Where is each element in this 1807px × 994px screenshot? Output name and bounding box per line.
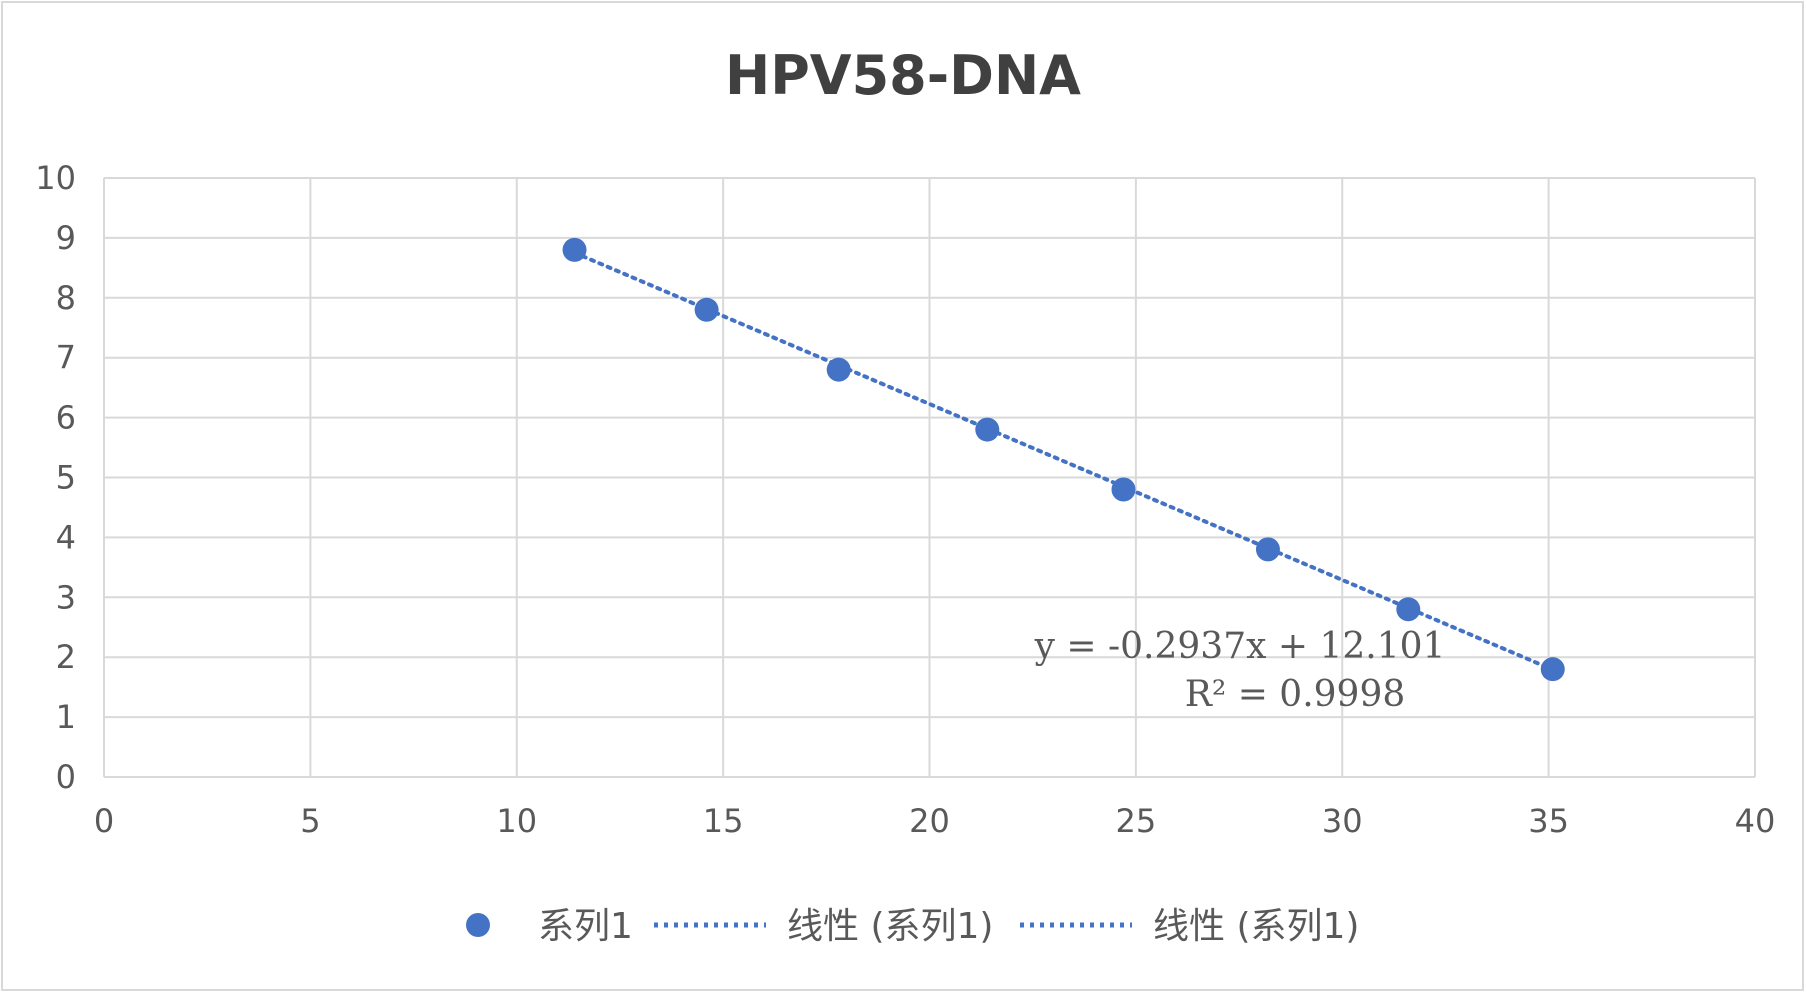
- y-tick-label: 10: [35, 159, 76, 197]
- chart-title: HPV58-DNA: [725, 44, 1081, 107]
- y-tick-label: 5: [56, 459, 76, 497]
- data-point: [1396, 597, 1421, 622]
- legend: 系列1 线性 (系列1) 线性 (系列1): [466, 906, 1359, 947]
- legend-label-trend1: 线性 (系列1): [787, 906, 993, 947]
- data-point: [1540, 657, 1565, 682]
- y-tick-label: 4: [56, 518, 76, 556]
- x-tick-label: 30: [1322, 802, 1363, 840]
- y-tick-label: 7: [56, 339, 76, 377]
- y-tick-label: 3: [56, 578, 76, 616]
- data-point: [1255, 537, 1280, 562]
- data-point: [562, 237, 587, 262]
- x-tick-label: 40: [1735, 802, 1776, 840]
- y-tick-label: 1: [56, 698, 76, 736]
- x-tick-label: 10: [496, 802, 537, 840]
- x-tick-label: 25: [1116, 802, 1157, 840]
- x-axis-ticks: 0 5 10 15 20 25 30 35 40: [94, 802, 1776, 840]
- legend-label-trend2: 线性 (系列1): [1153, 906, 1359, 947]
- gridlines: [103, 177, 1756, 778]
- x-tick-label: 5: [300, 802, 320, 840]
- y-tick-label: 9: [56, 219, 76, 257]
- y-axis-ticks: 0 1 2 3 4 5 6 7 8 9 10: [35, 159, 76, 796]
- y-tick-label: 6: [56, 399, 76, 437]
- y-tick-label: 0: [56, 758, 76, 796]
- equation-label: y = -0.2937x + 12.101: [1034, 626, 1446, 667]
- y-tick-label: 8: [56, 279, 76, 317]
- y-tick-label: 2: [56, 638, 76, 676]
- data-point: [975, 417, 1000, 442]
- legend-marker-series1: [466, 913, 490, 937]
- x-tick-label: 35: [1528, 802, 1569, 840]
- data-point: [694, 297, 719, 322]
- x-tick-label: 15: [703, 802, 744, 840]
- r-squared-label: R² = 0.9998: [1185, 674, 1406, 715]
- trendline-equation: y = -0.2937x + 12.101 R² = 0.9998: [1034, 626, 1446, 715]
- trendline-line: [572, 250, 1555, 672]
- x-tick-label: 20: [909, 802, 950, 840]
- data-point: [1111, 477, 1136, 502]
- legend-label-series1: 系列1: [538, 906, 633, 947]
- data-point: [826, 357, 851, 382]
- data-points: [562, 237, 1565, 682]
- x-tick-label: 0: [94, 802, 114, 840]
- trendline: [572, 250, 1555, 672]
